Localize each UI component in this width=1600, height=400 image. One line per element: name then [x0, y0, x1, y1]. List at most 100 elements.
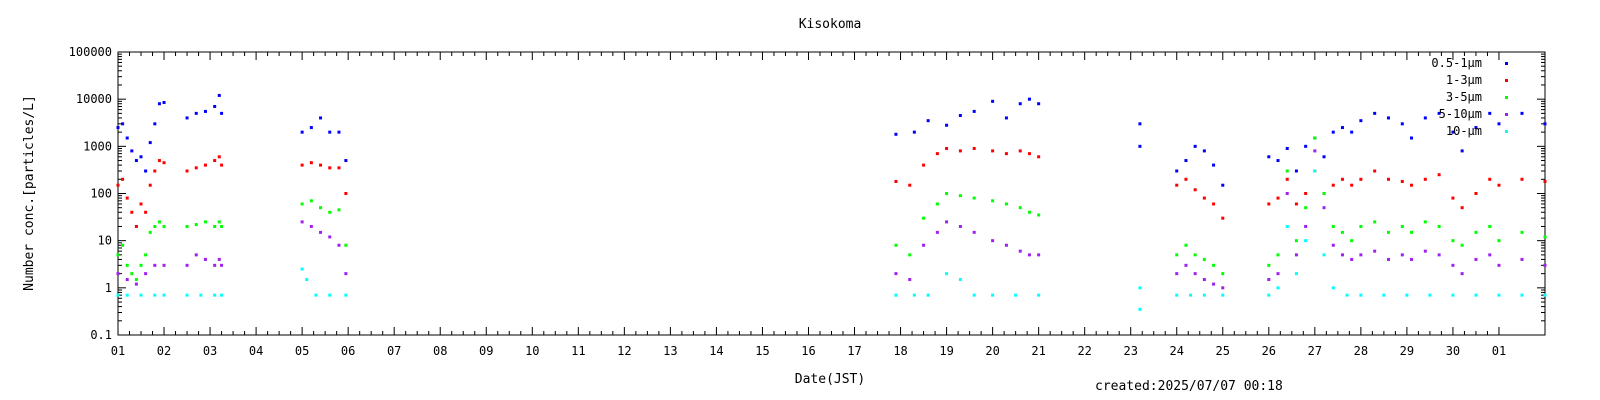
data-point	[148, 230, 152, 234]
data-point	[1004, 152, 1008, 156]
data-point	[1285, 177, 1289, 181]
data-point	[1497, 183, 1501, 187]
data-point	[991, 199, 995, 203]
data-point	[958, 114, 962, 118]
data-point	[1423, 249, 1427, 253]
data-point	[185, 224, 189, 228]
y-tick-label: 100	[90, 187, 112, 201]
data-point	[305, 278, 309, 282]
data-point	[1340, 126, 1344, 130]
data-point	[972, 109, 976, 113]
data-point	[1340, 177, 1344, 181]
data-point	[1037, 253, 1041, 257]
data-point	[1400, 179, 1404, 183]
data-point	[1304, 224, 1308, 228]
data-point	[908, 278, 912, 282]
data-point	[1437, 111, 1441, 115]
x-tick-label: 01	[111, 344, 125, 358]
data-point	[213, 159, 217, 163]
data-point	[1221, 272, 1225, 276]
data-point	[1373, 111, 1377, 115]
x-tick-label: 13	[663, 344, 677, 358]
data-point	[945, 272, 949, 276]
data-point	[1267, 202, 1271, 206]
data-point	[314, 293, 318, 297]
data-point	[1202, 149, 1206, 153]
data-point	[1386, 116, 1390, 120]
data-point	[1193, 188, 1197, 192]
series-1	[116, 146, 1547, 228]
data-point	[162, 161, 166, 165]
data-point	[1189, 293, 1193, 297]
data-point	[1382, 293, 1386, 297]
data-point	[1304, 239, 1308, 243]
data-point	[1294, 202, 1298, 206]
data-point	[300, 130, 304, 134]
data-point	[213, 263, 217, 267]
data-point	[1313, 169, 1317, 173]
data-point	[1027, 152, 1031, 156]
data-point	[926, 293, 930, 297]
data-point	[1410, 183, 1414, 187]
data-point	[1520, 257, 1524, 261]
data-point	[894, 293, 898, 297]
data-point	[1267, 263, 1271, 267]
created-timestamp: created:2025/07/07 00:18	[1095, 379, 1283, 394]
data-point	[1184, 177, 1188, 181]
data-point	[1202, 257, 1206, 261]
data-point	[1276, 196, 1280, 200]
data-point	[309, 199, 313, 203]
data-point	[139, 202, 143, 206]
data-point	[153, 169, 157, 173]
data-point	[1175, 183, 1179, 187]
data-point	[162, 100, 166, 104]
y-axis: 0.1 1 10 100 1000 10000 100000	[69, 45, 1545, 342]
data-point	[162, 224, 166, 228]
data-point	[1276, 159, 1280, 163]
data-point	[991, 99, 995, 103]
data-point	[1331, 286, 1335, 290]
data-point	[1267, 155, 1271, 159]
data-point	[116, 126, 120, 130]
x-tick-label: 12	[617, 344, 631, 358]
data-point	[220, 263, 224, 267]
data-point	[328, 130, 332, 134]
data-point	[153, 122, 157, 126]
data-point	[1400, 253, 1404, 257]
data-point	[1037, 293, 1041, 297]
data-point	[337, 208, 341, 212]
data-point	[1221, 216, 1225, 220]
data-point	[157, 220, 161, 224]
data-point	[344, 243, 348, 247]
data-point	[194, 253, 198, 257]
data-point	[1520, 111, 1524, 115]
data-point	[134, 224, 138, 228]
data-point	[1543, 122, 1547, 126]
data-point	[1322, 155, 1326, 159]
y-tick-label: 1000	[83, 139, 112, 153]
x-tick-label: 28	[1354, 344, 1368, 358]
x-axis-label: Date(JST)	[795, 372, 865, 387]
series-2	[116, 136, 1547, 282]
data-point	[958, 149, 962, 153]
data-point	[220, 293, 224, 297]
x-tick-label: 19	[939, 344, 953, 358]
data-point	[203, 163, 207, 167]
data-point	[1175, 272, 1179, 276]
data-point	[1410, 257, 1414, 261]
data-point	[1212, 163, 1216, 167]
data-point	[908, 183, 912, 187]
data-point	[1437, 224, 1441, 228]
data-point	[1460, 206, 1464, 210]
data-point	[1294, 272, 1298, 276]
x-tick-label: 20	[985, 344, 999, 358]
data-point	[344, 159, 348, 163]
data-point	[1410, 136, 1414, 140]
plot-frame	[117, 51, 1546, 336]
legend-marker	[1505, 79, 1508, 82]
data-point	[1474, 257, 1478, 261]
data-point	[125, 263, 129, 267]
data-point	[162, 263, 166, 267]
data-point	[1304, 206, 1308, 210]
data-point	[1520, 177, 1524, 181]
